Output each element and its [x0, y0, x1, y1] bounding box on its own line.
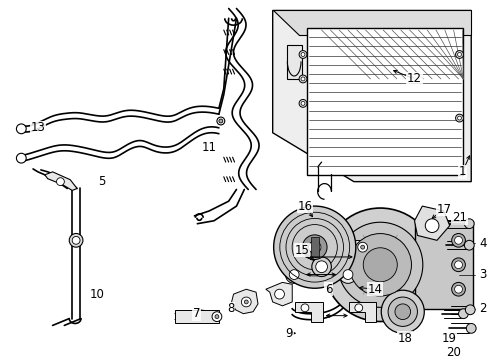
Circle shape: [274, 289, 284, 299]
Circle shape: [215, 315, 219, 319]
Text: 2: 2: [478, 302, 486, 315]
Text: 18: 18: [396, 332, 411, 345]
Circle shape: [219, 119, 223, 123]
Polygon shape: [45, 172, 77, 190]
Bar: [175, 310, 219, 324]
Circle shape: [17, 124, 26, 134]
Bar: [310, 237, 318, 257]
Circle shape: [273, 206, 355, 288]
Circle shape: [465, 305, 474, 315]
Text: 1: 1: [458, 165, 465, 178]
Circle shape: [217, 117, 224, 125]
Text: 7: 7: [192, 307, 200, 320]
Polygon shape: [272, 10, 470, 35]
Circle shape: [301, 77, 305, 81]
Circle shape: [451, 258, 465, 272]
Circle shape: [464, 219, 473, 229]
Circle shape: [57, 178, 64, 185]
Circle shape: [72, 237, 80, 244]
Circle shape: [360, 245, 364, 249]
Text: 9: 9: [285, 327, 292, 340]
Polygon shape: [350, 240, 380, 275]
Text: 19: 19: [440, 332, 455, 345]
Circle shape: [363, 248, 396, 282]
Circle shape: [299, 99, 306, 107]
Circle shape: [315, 261, 327, 273]
Text: 10: 10: [89, 288, 104, 301]
Polygon shape: [297, 240, 326, 275]
Circle shape: [308, 241, 320, 253]
Circle shape: [69, 234, 83, 247]
Circle shape: [17, 153, 26, 163]
Circle shape: [285, 266, 303, 283]
Circle shape: [337, 222, 422, 307]
Bar: [414, 221, 472, 309]
Text: 5: 5: [98, 175, 105, 188]
Circle shape: [304, 242, 313, 252]
Circle shape: [339, 266, 356, 283]
Circle shape: [394, 304, 410, 320]
Circle shape: [306, 245, 310, 249]
Polygon shape: [265, 282, 292, 306]
Text: 17: 17: [435, 203, 450, 216]
Text: 21: 21: [451, 211, 466, 224]
Circle shape: [212, 312, 222, 321]
Text: 20: 20: [445, 346, 460, 359]
Polygon shape: [348, 302, 376, 321]
Circle shape: [458, 309, 468, 319]
Circle shape: [451, 282, 465, 296]
Polygon shape: [295, 302, 322, 321]
Circle shape: [464, 240, 473, 250]
Circle shape: [454, 285, 462, 293]
Circle shape: [301, 53, 305, 57]
Circle shape: [299, 50, 306, 58]
Circle shape: [354, 304, 362, 312]
Circle shape: [299, 75, 306, 83]
Circle shape: [348, 234, 410, 296]
Circle shape: [343, 270, 352, 279]
Text: 8: 8: [226, 302, 234, 315]
Circle shape: [357, 242, 367, 252]
Circle shape: [302, 235, 326, 260]
Text: 16: 16: [297, 199, 312, 213]
Circle shape: [455, 50, 463, 58]
Circle shape: [466, 324, 475, 333]
Text: 11: 11: [201, 141, 216, 154]
Circle shape: [387, 297, 417, 327]
Circle shape: [301, 102, 305, 105]
Bar: [287, 45, 302, 79]
Circle shape: [241, 297, 251, 307]
Circle shape: [289, 270, 299, 279]
Text: 14: 14: [367, 283, 382, 296]
Circle shape: [311, 257, 331, 276]
Polygon shape: [272, 10, 470, 182]
Bar: [306, 28, 463, 175]
Polygon shape: [414, 206, 449, 240]
Circle shape: [451, 234, 465, 247]
Circle shape: [455, 114, 463, 122]
Circle shape: [425, 219, 438, 233]
Text: 4: 4: [478, 237, 486, 250]
Polygon shape: [231, 289, 258, 314]
Text: 15: 15: [294, 244, 309, 257]
Text: 3: 3: [478, 268, 486, 281]
Circle shape: [457, 53, 461, 57]
Text: 13: 13: [30, 121, 45, 134]
Text: 6: 6: [324, 283, 331, 296]
Circle shape: [323, 208, 436, 321]
Circle shape: [244, 300, 248, 304]
Text: 12: 12: [406, 72, 421, 85]
Circle shape: [301, 304, 308, 312]
Circle shape: [457, 116, 461, 120]
Circle shape: [454, 261, 462, 269]
Circle shape: [381, 290, 424, 333]
Circle shape: [454, 237, 462, 244]
